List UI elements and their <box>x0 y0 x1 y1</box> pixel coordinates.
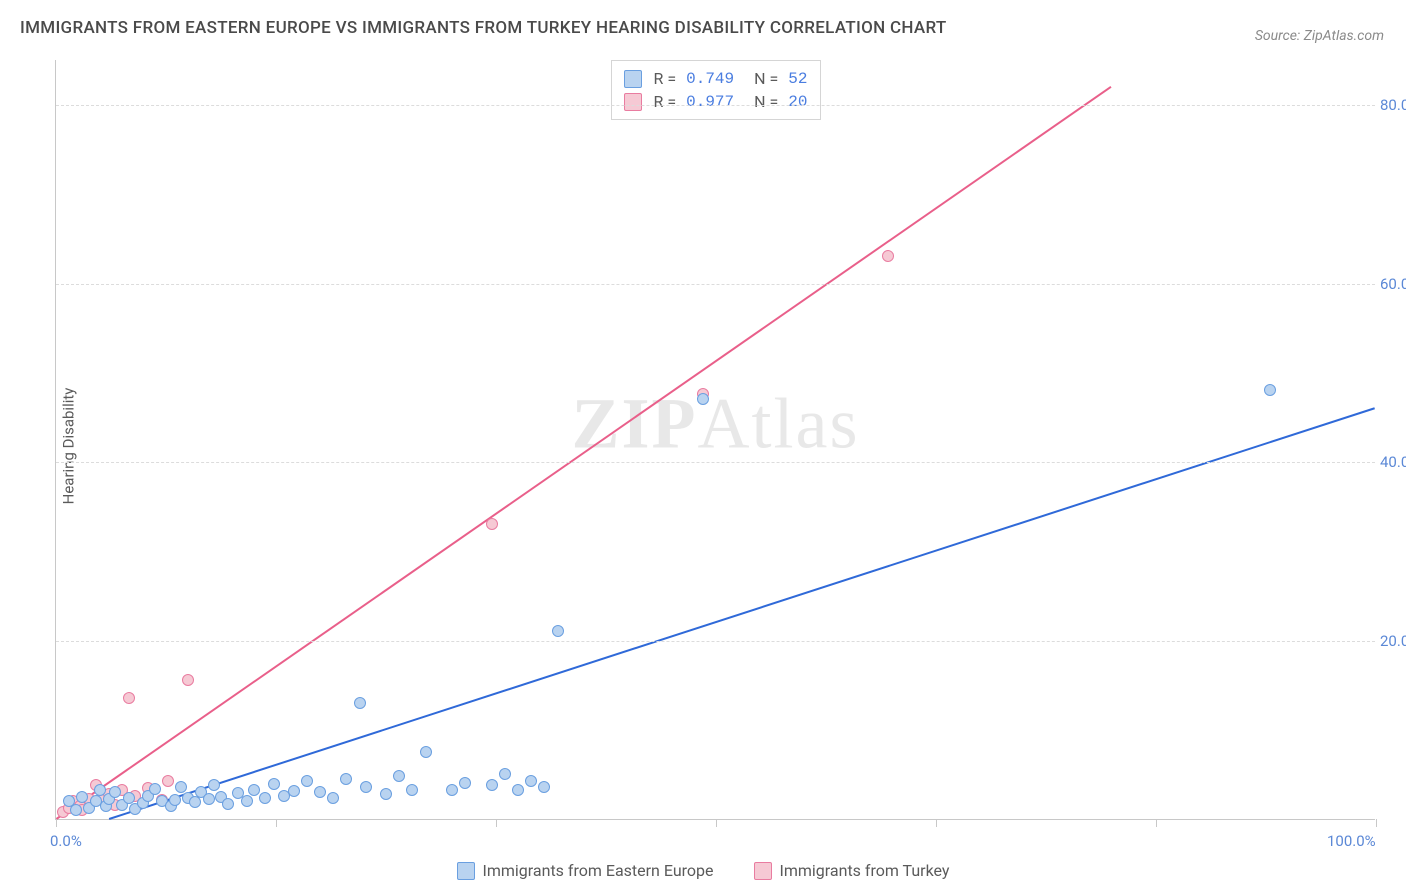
data-point-eastern-europe <box>169 794 181 806</box>
legend-item-blue: Immigrants from Eastern Europe <box>457 861 714 880</box>
legend-stats-row-blue: R = 0.749 N = 52 <box>624 67 808 90</box>
n-value-blue: 52 <box>788 70 807 88</box>
data-point-eastern-europe <box>314 786 326 798</box>
x-tick <box>716 819 717 827</box>
r-label-blue: R = <box>654 69 677 88</box>
data-point-eastern-europe <box>149 783 161 795</box>
data-point-eastern-europe <box>538 781 550 793</box>
legend-swatch-blue-bottom <box>457 862 475 880</box>
data-point-eastern-europe <box>268 778 280 790</box>
data-point-turkey <box>882 250 894 262</box>
data-point-eastern-europe <box>70 804 82 816</box>
gridline <box>56 641 1375 642</box>
n-label-blue: N = <box>754 69 778 88</box>
legend-stats-box: R = 0.749 N = 52 R = 0.977 N = 20 <box>611 60 821 120</box>
data-point-eastern-europe <box>222 798 234 810</box>
legend-swatch-blue <box>624 70 642 88</box>
data-point-turkey <box>182 674 194 686</box>
legend-swatch-pink <box>624 93 642 111</box>
data-point-eastern-europe <box>241 795 253 807</box>
data-point-eastern-europe <box>393 770 405 782</box>
legend-item-pink: Immigrants from Turkey <box>754 861 950 880</box>
y-tick-label: 80.0% <box>1380 96 1406 114</box>
data-point-eastern-europe <box>248 784 260 796</box>
data-point-eastern-europe <box>208 779 220 791</box>
data-point-eastern-europe <box>327 792 339 804</box>
trend-lines-svg <box>56 60 1375 819</box>
data-point-eastern-europe <box>301 775 313 787</box>
bottom-legend: Immigrants from Eastern Europe Immigrant… <box>0 861 1406 880</box>
r-value-blue: 0.749 <box>686 70 734 88</box>
gridline <box>56 284 1375 285</box>
data-point-eastern-europe <box>380 788 392 800</box>
legend-label-blue: Immigrants from Eastern Europe <box>483 861 714 880</box>
chart-title: IMMIGRANTS FROM EASTERN EUROPE VS IMMIGR… <box>20 18 947 38</box>
plot-area: ZIPAtlas R = 0.749 N = 52 R = 0.977 N = … <box>55 60 1375 820</box>
x-tick <box>1156 819 1157 827</box>
x-tick <box>1376 819 1377 827</box>
data-point-eastern-europe <box>406 784 418 796</box>
y-tick-label: 60.0% <box>1380 275 1406 293</box>
data-point-eastern-europe <box>76 791 88 803</box>
data-point-turkey <box>123 692 135 704</box>
data-point-eastern-europe <box>552 625 564 637</box>
data-point-eastern-europe <box>512 784 524 796</box>
watermark-zip: ZIP <box>571 384 697 464</box>
gridline <box>56 462 1375 463</box>
data-point-eastern-europe <box>697 393 709 405</box>
n-label-pink: N = <box>754 92 778 111</box>
data-point-eastern-europe <box>499 768 511 780</box>
data-point-eastern-europe <box>360 781 372 793</box>
data-point-turkey <box>162 775 174 787</box>
data-point-turkey <box>486 518 498 530</box>
r-value-pink: 0.977 <box>686 93 734 111</box>
r-label-pink: R = <box>654 92 677 111</box>
x-tick-label-min: 0.0% <box>50 832 82 850</box>
data-point-eastern-europe <box>1264 384 1276 396</box>
data-point-eastern-europe <box>446 784 458 796</box>
legend-swatch-pink-bottom <box>754 862 772 880</box>
source-label: Source: ZipAtlas.com <box>1255 28 1384 44</box>
data-point-eastern-europe <box>459 777 471 789</box>
data-point-eastern-europe <box>259 792 271 804</box>
data-point-eastern-europe <box>420 746 432 758</box>
x-tick <box>936 819 937 827</box>
gridline <box>56 105 1375 106</box>
data-point-eastern-europe <box>486 779 498 791</box>
watermark-atlas: Atlas <box>698 384 860 464</box>
legend-stats-row-pink: R = 0.977 N = 20 <box>624 90 808 113</box>
watermark: ZIPAtlas <box>571 383 859 466</box>
data-point-eastern-europe <box>354 697 366 709</box>
x-tick <box>276 819 277 827</box>
y-tick-label: 40.0% <box>1380 453 1406 471</box>
x-tick <box>56 819 57 827</box>
x-tick <box>496 819 497 827</box>
data-point-eastern-europe <box>340 773 352 785</box>
y-tick-label: 20.0% <box>1380 632 1406 650</box>
n-value-pink: 20 <box>788 93 807 111</box>
legend-label-pink: Immigrants from Turkey <box>780 861 950 880</box>
data-point-eastern-europe <box>288 785 300 797</box>
data-point-eastern-europe <box>203 793 215 805</box>
x-tick-label-max: 100.0% <box>1327 832 1376 850</box>
data-point-eastern-europe <box>109 786 121 798</box>
data-point-eastern-europe <box>525 775 537 787</box>
